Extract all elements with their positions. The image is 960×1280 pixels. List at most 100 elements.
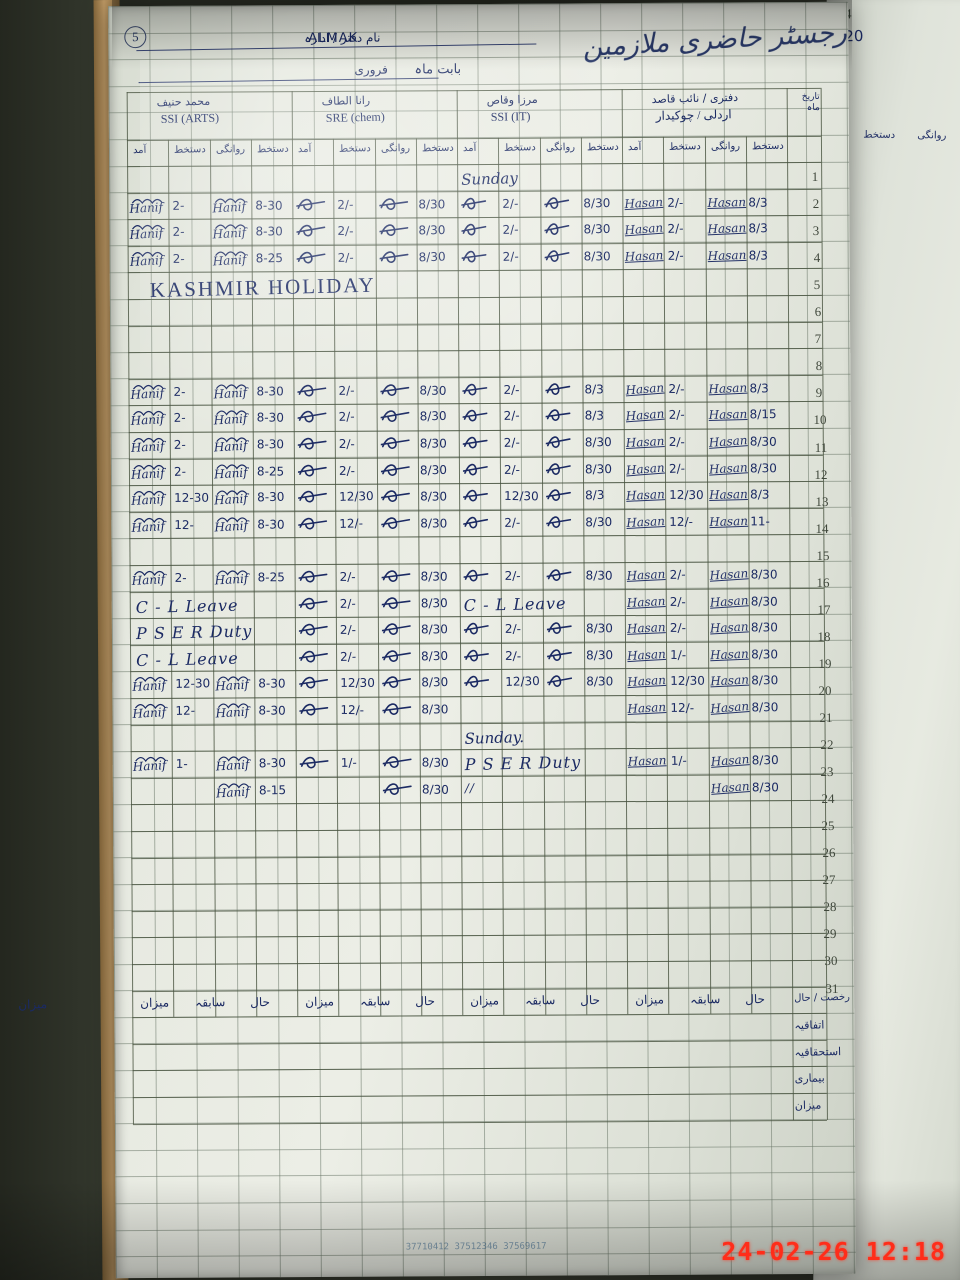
subheader-3-روانگی: روانگی (545, 142, 574, 154)
row-12-col2-arrival-sign (298, 461, 328, 481)
row-4-col2-departure-time: 8/30 (418, 249, 445, 264)
row-20-col2-arrival-time: 12/30 (340, 676, 375, 690)
row-11-col4-arrival-sign: Hasan (625, 434, 664, 450)
row-18-col4-departure-sign: Hasan (709, 620, 748, 636)
row-3-col3-departure-sign (544, 220, 570, 240)
row-20-col4-departure-sign: Hasan (709, 673, 748, 689)
column-3-designation: SSI (IT) (491, 109, 531, 125)
row-12-col2-departure-time: 8/30 (420, 463, 447, 477)
row-13-col2-arrival-time: 12/30 (339, 489, 374, 504)
row-23-col2-departure-time: 8/30 (421, 756, 448, 771)
row-number-14: 14 (807, 521, 837, 537)
row-20-col4-arrival-time: 12/30 (670, 674, 705, 688)
row-16-col4-arrival-sign: Hasan (626, 567, 665, 583)
row-11-col2-departure-time: 8/30 (419, 436, 446, 450)
row-number-22: 22 (811, 737, 841, 753)
row-16-col4-departure-sign: Hasan (709, 566, 749, 583)
row-13-col2-arrival-sign (298, 487, 328, 507)
row-17-col2-departure-time: 8/30 (420, 596, 447, 610)
row-9-col4-departure-sign: Hasan (708, 380, 747, 396)
row-number-20: 20 (810, 683, 840, 699)
row-9-col4-departure-time: 8/3 (749, 381, 768, 395)
row-18-col2-arrival-time: 2/- (340, 623, 356, 637)
row-16-col2-arrival-sign (299, 567, 329, 587)
row-24-col4-departure-sign: Hasan (710, 779, 750, 796)
row-10-col3-departure-sign (545, 406, 571, 426)
row-4-col3-departure-time: 8/30 (583, 249, 610, 263)
row-4-col4-arrival-time: 2/- (668, 248, 684, 262)
side-label-1: اتفاقیہ (794, 1019, 824, 1033)
row-12-col4-arrival-sign: Hasan (625, 460, 665, 477)
row-23-col3-note: P S E R Duty (465, 753, 582, 775)
footer-tally-4-میزان: میزان (635, 992, 664, 1007)
footer-tally-1-سابقہ: سابقہ (195, 995, 225, 1010)
row-16-col2-departure-time: 8/30 (420, 569, 447, 583)
row-3-col4-departure-sign: Hasan (707, 221, 746, 237)
row-19-col3-arrival-sign (464, 646, 490, 666)
column-3-name: مرزا وقاص (487, 93, 538, 107)
column-1-designation: SSI (ARTS) (161, 111, 220, 127)
row-number-7: 7 (803, 331, 833, 347)
row-17-col2-departure-sign (381, 593, 411, 613)
footer-tally-leading-mizan: میزان (18, 997, 47, 1012)
row-2-col3-arrival-time: 2/- (502, 196, 518, 210)
row-11-col3-arrival-sign (463, 433, 489, 453)
header-month-value: فروری (354, 63, 387, 77)
column-4-name: دفتری / نائب قاصد (652, 91, 739, 106)
row-13-col4-arrival-time: 12/30 (669, 488, 704, 502)
row-12-col3-departure-sign (545, 459, 571, 479)
row-16-col1-arrival-time: 2- (175, 571, 187, 585)
row-number-3: 3 (801, 223, 831, 239)
row-12-col1-departure-time: 8-25 (257, 464, 284, 478)
row-11-col4-departure-time: 8/30 (749, 434, 776, 448)
row-11-col3-departure-time: 8/30 (584, 435, 611, 449)
column-1-name: محمد حنیف (157, 95, 211, 109)
row-11-col4-arrival-time: 2/- (669, 435, 685, 449)
row-18-col4-departure-time: 8/30 (751, 621, 778, 635)
row-20-col3-arrival-time: 12/30 (505, 674, 540, 689)
subheader-3-آمد: آمد (463, 143, 477, 154)
row-3-col2-arrival-time: 2/- (338, 224, 354, 238)
subheader-4-دستخط: دستخط (669, 141, 701, 153)
row-number-18: 18 (809, 629, 839, 645)
row-2-col4-arrival-time: 2/- (668, 195, 684, 209)
row-10-col2-arrival-sign (298, 407, 328, 427)
row-21-col1-arrival-time: 12- (176, 704, 196, 718)
row-23-col2-departure-sign (382, 753, 412, 773)
row-23-col2-arrival-sign (300, 753, 330, 773)
row-14-col4-arrival-time: 12/- (670, 515, 694, 529)
row-14-col4-arrival-sign: Hasan (626, 514, 665, 530)
row-2-col4-departure-time: 8/3 (748, 195, 768, 209)
row-number-30: 30 (816, 953, 846, 969)
row-18-col2-departure-sign (381, 620, 411, 640)
row-18-col2-arrival-sign (299, 620, 329, 640)
subheader-1-دستخط: دستخط (174, 144, 206, 156)
row-19-col3-departure-time: 8/30 (586, 648, 613, 662)
row-3-col1-arrival-time: 2- (173, 225, 185, 239)
row-14-col4-departure-time: 11- (750, 514, 770, 528)
row-14-col2-arrival-sign (298, 514, 328, 534)
subheader-2-دستخط: دستخط (339, 143, 371, 155)
row-17-col2-arrival-sign (299, 594, 329, 614)
row-number-6: 6 (803, 304, 833, 320)
row-10-col2-departure-time: 8/30 (419, 409, 446, 423)
row-9-col4-arrival-sign: Hasan (625, 380, 665, 397)
row-18-col1-note: P S E R Duty (136, 622, 253, 644)
side-label-4: میزان (795, 1098, 822, 1112)
row-13-col4-departure-sign: Hasan (708, 487, 747, 502)
row-9-col3-departure-time: 8/3 (584, 382, 603, 396)
row-number-13: 13 (807, 493, 837, 509)
row-number-19: 19 (810, 656, 840, 672)
row-16-col3-departure-sign (546, 565, 572, 585)
row-2-col4-arrival-sign: Hasan (624, 195, 663, 211)
subheader-3-دستخط: دستخط (504, 142, 536, 154)
photographed-register-page: 4 20 دستخط روانگی 5 نام دفتر / ادارہ ALM… (0, 0, 960, 1280)
row-number-27: 27 (814, 872, 844, 888)
row-3-col4-departure-time: 8/3 (748, 221, 768, 235)
row-4-col4-arrival-sign: Hasan (624, 248, 663, 264)
row-14-col3-departure-sign (546, 512, 572, 532)
row-number-15: 15 (808, 548, 838, 564)
row-3-col1-departure-time: 8-30 (255, 225, 282, 239)
row-number-31: 31 (816, 980, 846, 996)
row-18-col4-arrival-time: 2/- (670, 621, 686, 635)
